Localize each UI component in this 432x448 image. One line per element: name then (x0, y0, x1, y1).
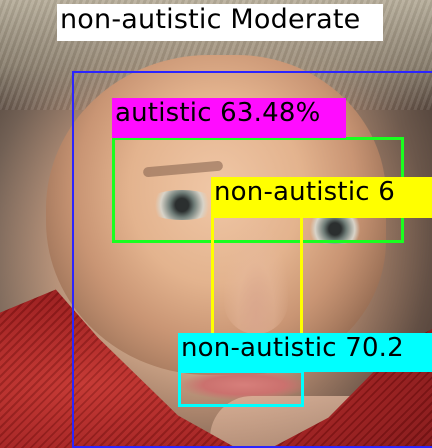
mouth-label: non-autistic 70.2 (178, 333, 432, 372)
nose (224, 224, 288, 334)
mouth (180, 370, 308, 400)
face-label: non-autistic Moderate (57, 4, 383, 41)
left-eye (144, 190, 220, 220)
nose-label: non-autistic 6 (211, 177, 432, 218)
right-eye (300, 214, 370, 244)
eyes-label: autistic 63.48% (112, 98, 346, 138)
